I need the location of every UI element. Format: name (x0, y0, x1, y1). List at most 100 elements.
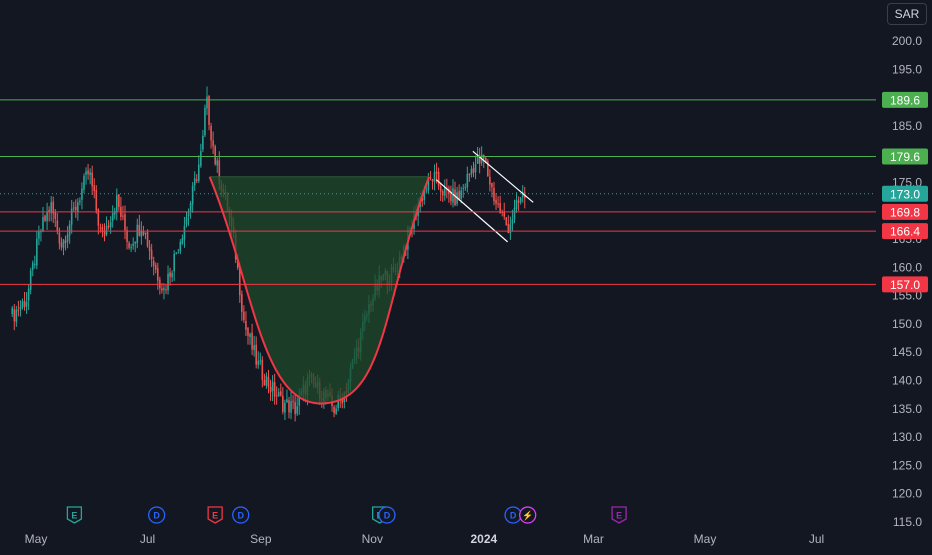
candle (146, 229, 149, 248)
candle (439, 182, 442, 202)
candle (44, 214, 46, 223)
dividend-badge[interactable] (232, 506, 250, 524)
candle (150, 243, 153, 267)
y-tick-label: 195.0 (892, 62, 922, 76)
candle (134, 241, 137, 253)
earnings-badge-letter: E (71, 511, 77, 521)
candle (132, 237, 134, 250)
y-tick-label: 140.0 (892, 374, 922, 388)
candle (273, 373, 276, 405)
candle (458, 184, 460, 201)
cup-area (209, 176, 429, 404)
candle (503, 202, 506, 220)
candle (487, 158, 489, 177)
candle (17, 300, 20, 317)
candle (193, 171, 196, 191)
dividend-badge[interactable] (147, 506, 166, 524)
y-tick-label: 115.0 (893, 515, 922, 529)
dividend-badge-letter: D (510, 511, 517, 521)
candle (271, 375, 274, 402)
candle (257, 351, 260, 369)
candle (269, 379, 272, 401)
y-tick-label: 135.0 (892, 402, 922, 416)
dividend-badge-letter: D (237, 511, 244, 521)
candle (171, 270, 173, 283)
candle (216, 157, 219, 173)
future_earnings-badge-letter: E (616, 511, 622, 521)
candle (62, 238, 65, 256)
candle (81, 182, 83, 210)
y-tick-label: 125.0 (892, 458, 922, 472)
candle (83, 173, 85, 194)
y-tick-label: 145.0 (892, 345, 922, 359)
price-level-label-bg (882, 185, 928, 202)
candle (165, 284, 167, 295)
candle (195, 174, 198, 184)
candle (261, 356, 264, 388)
candle (136, 218, 139, 249)
candle (253, 335, 255, 357)
candle (292, 395, 294, 410)
candle (64, 235, 67, 251)
candle (245, 311, 247, 337)
candle (474, 155, 477, 180)
candle (130, 243, 132, 253)
candle (466, 166, 469, 193)
candle (79, 197, 81, 206)
candle (489, 169, 491, 192)
candle (495, 193, 497, 211)
candle (462, 184, 465, 198)
candle (167, 265, 169, 295)
future_earnings-badge[interactable] (611, 506, 627, 524)
candle (335, 404, 337, 416)
candle (200, 143, 202, 168)
candle (33, 255, 36, 269)
candle (89, 168, 91, 185)
candle (513, 199, 516, 224)
price-level-label: 189.6 (890, 93, 920, 107)
candle (93, 178, 96, 199)
candle (25, 291, 28, 314)
candle (208, 95, 210, 131)
split-badge[interactable] (519, 506, 537, 524)
candle (21, 298, 24, 310)
candle (185, 211, 188, 228)
candle (279, 383, 282, 397)
candle (60, 237, 63, 251)
candle (23, 291, 26, 311)
candle (126, 226, 128, 250)
candle (103, 223, 106, 242)
candle (169, 267, 171, 286)
candle (87, 163, 89, 180)
earnings-badge[interactable] (66, 506, 83, 524)
candle (509, 216, 512, 240)
flag-channel-upper (472, 150, 534, 203)
candle (263, 373, 266, 386)
dividend-badge[interactable] (378, 506, 396, 524)
candle (138, 214, 141, 237)
candle (472, 161, 475, 178)
candle (177, 248, 180, 254)
currency-button[interactable]: SAR (887, 3, 927, 25)
candle (288, 396, 290, 419)
x-tick-label: Nov (362, 532, 383, 546)
candle (85, 167, 87, 185)
candle (19, 300, 22, 317)
x-tick-label: 2024 (470, 532, 497, 546)
candle (181, 234, 184, 245)
candle (437, 167, 440, 190)
candle (259, 352, 262, 365)
candle (497, 196, 499, 208)
candle (187, 208, 190, 226)
candle (505, 217, 508, 226)
earnings_missed-badge[interactable] (207, 506, 223, 524)
y-tick-label: 120.0 (892, 487, 922, 501)
flag-channel-lower (435, 179, 508, 243)
split-badge-letter: ⚡ (522, 510, 533, 522)
candle (111, 205, 114, 228)
candle (282, 387, 284, 415)
candle (197, 155, 200, 184)
candle (517, 196, 520, 211)
